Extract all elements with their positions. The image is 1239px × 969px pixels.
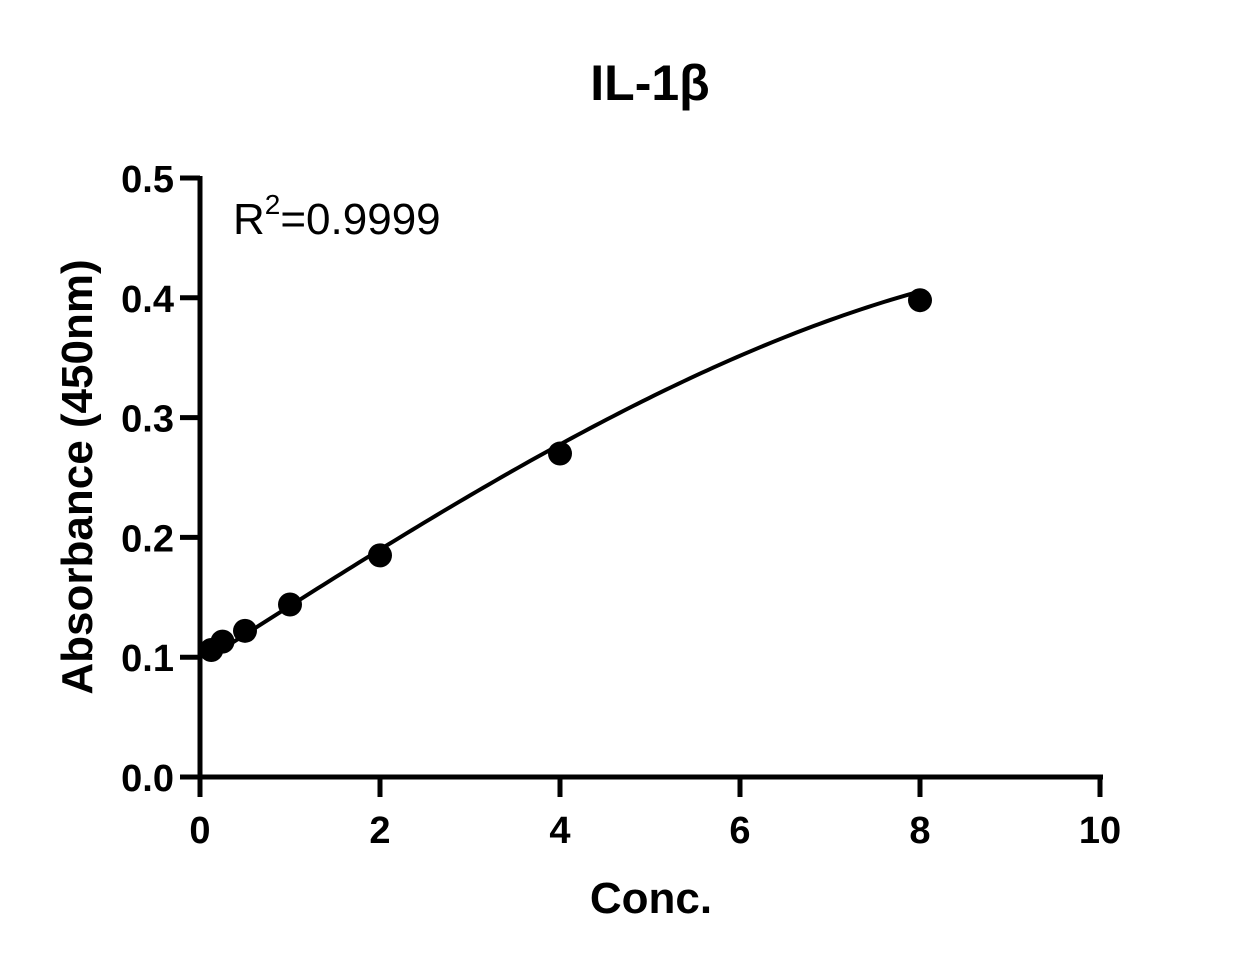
- y-tick-label: 0.2: [121, 518, 174, 560]
- axes: 0 2 4 6 8 10 0.0 0.1 0.2 0.3 0.4 0.5: [121, 159, 1121, 852]
- x-tick-label: 0: [189, 810, 210, 852]
- y-tick-label: 0.4: [121, 279, 174, 321]
- x-tick-label: 10: [1079, 810, 1121, 852]
- y-tick-label: 0.0: [121, 758, 174, 800]
- x-tick-label: 2: [369, 810, 390, 852]
- x-tick-label: 8: [909, 810, 930, 852]
- x-ticks: 0 2 4 6 8 10: [189, 777, 1121, 852]
- r-squared-annotation: R2=0.9999: [233, 189, 441, 244]
- r-squared-base: R: [233, 195, 265, 244]
- data-point: [278, 592, 302, 617]
- r-squared-superscript: 2: [265, 189, 281, 220]
- data-point: [548, 441, 572, 466]
- x-tick-label: 4: [549, 810, 570, 852]
- data-points: [199, 288, 932, 663]
- data-point: [210, 629, 235, 654]
- data-point: [908, 288, 932, 313]
- fit-curve: [210, 289, 921, 658]
- y-tick-label: 0.5: [121, 159, 174, 201]
- y-axis-title: Absorbance (450nm): [53, 259, 102, 694]
- x-tick-label: 6: [729, 810, 750, 852]
- y-tick-label: 0.1: [121, 638, 174, 680]
- y-tick-label: 0.3: [121, 399, 174, 441]
- r-squared-value: =0.9999: [280, 195, 440, 244]
- chart-title: IL-1β: [590, 55, 709, 111]
- y-ticks: 0.0 0.1 0.2 0.3 0.4 0.5: [121, 159, 200, 800]
- x-axis-title: Conc.: [590, 874, 712, 923]
- data-point: [368, 543, 392, 568]
- data-point: [233, 618, 257, 643]
